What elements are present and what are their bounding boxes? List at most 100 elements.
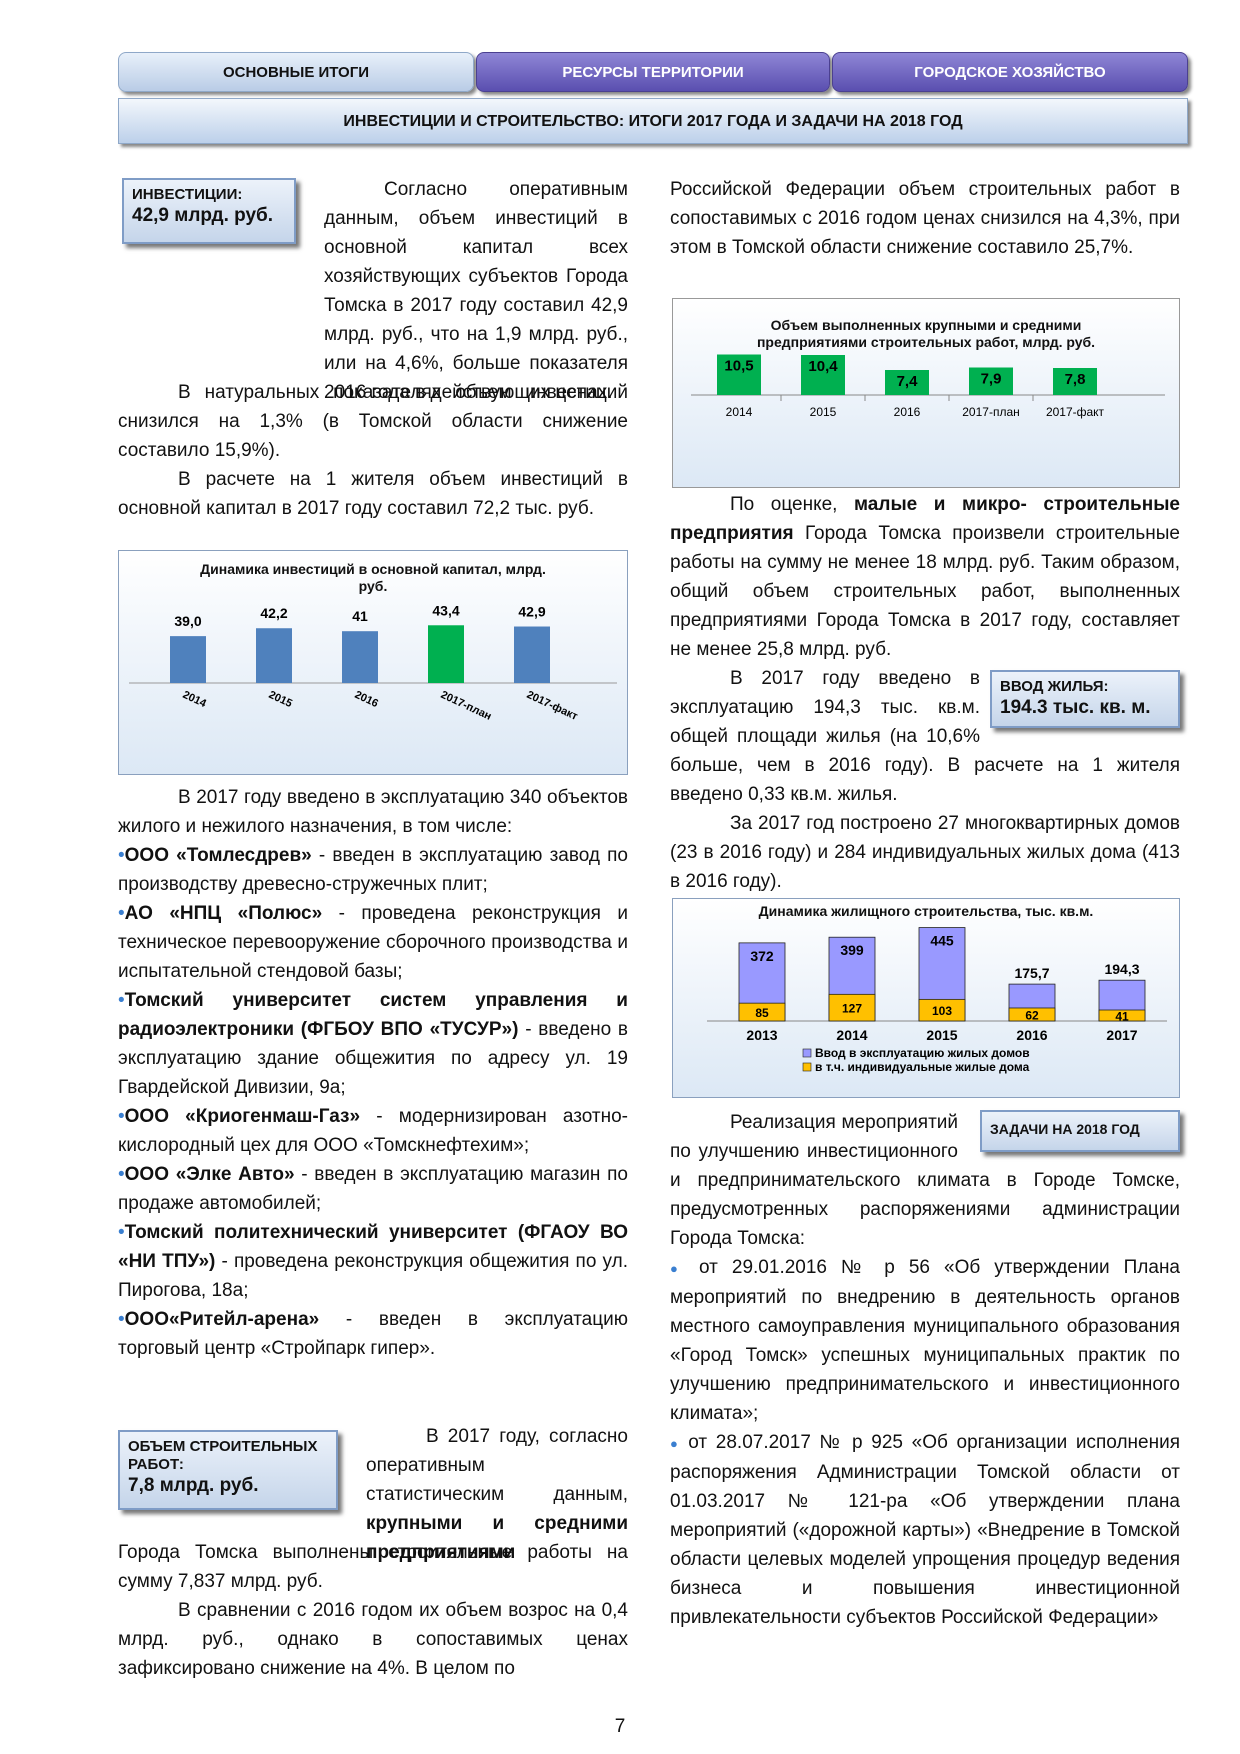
work-volume-value: 7,8 млрд. руб. <box>128 1475 259 1496</box>
tick-label: 2015 <box>926 1027 957 1043</box>
para-small-c: Города Томска произвели строительные раб… <box>670 523 1180 660</box>
left-col-bottom-2: Города Томска выполнены строительные раб… <box>118 1538 628 1683</box>
bar <box>1053 368 1097 395</box>
bar-individual <box>1098 1009 1146 1022</box>
legend-swatch-total <box>802 1048 812 1058</box>
tick-label: 2013 <box>746 1027 777 1043</box>
list-item: •ООО «Томлесдрев» - введен в эксплуатаци… <box>118 841 628 899</box>
legend-label-individual: в т.ч. индивидуальные жилые дома <box>815 1060 1030 1074</box>
data-label-total: 194,3 <box>1104 961 1139 977</box>
data-label: 7,9 <box>981 371 1002 388</box>
list-item: •Томский политехнический университет (ФГ… <box>118 1218 628 1305</box>
tick-label: 2017 <box>1106 1027 1137 1043</box>
bar-individual <box>738 1002 786 1022</box>
housing-box-spacer <box>980 664 1180 748</box>
para-houses: За 2017 год построено 27 многоквартирных… <box>670 813 1180 892</box>
tick-label: 2017-факт <box>1046 405 1105 419</box>
bullet-icon: • <box>118 845 125 866</box>
bullet-icon: • <box>118 1222 125 1243</box>
bar <box>514 626 550 683</box>
org-name: ООО «Криогенмаш-Газ» <box>124 1106 361 1127</box>
data-label: 10,5 <box>724 358 753 375</box>
org-name: ООО «Томлесдрев» <box>124 845 312 866</box>
tick-label: 2015 <box>267 689 294 710</box>
data-label: 7,8 <box>1065 371 1086 388</box>
data-label-individual: 103 <box>932 1004 952 1018</box>
tick-label: 2017-факт <box>525 689 580 723</box>
org-text: - введен в эксплуатацию магазин по прода… <box>118 1164 628 1214</box>
org-name: Томский политехнический университет (ФГА… <box>118 1222 628 1272</box>
list-item: •АО «НПЦ «Полюс» - проведена реконструкц… <box>118 899 628 986</box>
bullet-icon: • <box>118 903 125 924</box>
bar-individual <box>918 998 966 1022</box>
data-label-total: 445 <box>930 933 954 949</box>
tasks-box-label: ЗАДАЧИ НА 2018 ГОД <box>990 1121 1140 1137</box>
list-item: ● от 29.01.2016 № р 56 «Об утверждении П… <box>670 1253 1180 1428</box>
bullet-icon: ● <box>670 1436 689 1451</box>
tab-territory-resources[interactable]: РЕСУРСЫ ТЕРРИТОРИИ <box>476 52 830 92</box>
work-volume-box: ОБЪЕМ СТРОИТЕЛЬНЫХ РАБОТ: 7,8 млрд. руб. <box>118 1430 338 1510</box>
list-item: •ООО «Криогенмаш-Газ» - модернизирован а… <box>118 1102 628 1160</box>
bullet-icon: • <box>118 1309 125 1330</box>
org-name: АО «НПЦ «Полюс» <box>124 903 323 924</box>
org-text: - введен в эксплуатацию торговый центр «… <box>118 1309 628 1359</box>
tick-label: 2016 <box>353 689 380 710</box>
bullet-icon: • <box>118 1164 125 1185</box>
tick-label: 2014 <box>836 1027 867 1043</box>
bar <box>801 355 845 395</box>
bar <box>342 631 378 683</box>
bar-individual <box>1008 1007 1056 1022</box>
tick-label: 2014 <box>726 405 753 419</box>
tasks-box-spacer <box>958 1108 1180 1158</box>
para-invest-3: В расчете на 1 жителя объем инвестиций в… <box>118 469 628 519</box>
para-work-c: Города Томска выполнены строительные раб… <box>118 1542 628 1592</box>
housing-chart: Динамика жилищного строительства, тыс. к… <box>672 898 1180 1098</box>
data-label: 42,9 <box>518 604 545 620</box>
bar <box>969 367 1013 395</box>
data-label-total: 399 <box>840 942 864 958</box>
left-col-bottom: В 2017 году, согласно оперативным статис… <box>118 1422 628 1567</box>
org-text: - введено в эксплуатацию здание общежити… <box>118 1019 628 1098</box>
para-small-a: По оценке, <box>730 494 854 515</box>
tab-main-results[interactable]: ОСНОВНЫЕ ИТОГИ <box>118 52 474 92</box>
data-label: 39,0 <box>174 613 201 629</box>
para-work-a: В 2017 году, согласно оперативным статис… <box>366 1426 628 1505</box>
para-work-cont: Города Томска выполнены строительные раб… <box>118 1538 628 1596</box>
data-label: 10,4 <box>808 358 838 375</box>
bar <box>428 625 464 683</box>
para-invest-1: Согласно оперативным данным, объем инвес… <box>324 179 628 403</box>
tick-label: 2017-план <box>439 689 493 723</box>
housing-box-label: ВВОД ЖИЛЬЯ: <box>1000 678 1109 695</box>
right-col-top: Российской Федерации объем строительных … <box>670 175 1180 262</box>
para-invest-2: В натуральных показателях объем инвестиц… <box>118 382 628 461</box>
para-tasks: Реализация мероприятий по улучшению инве… <box>670 1112 1180 1249</box>
data-label-individual: 41 <box>1115 1010 1129 1024</box>
bar <box>717 354 761 395</box>
bar <box>170 636 206 683</box>
data-label-total: 175,7 <box>1014 965 1049 981</box>
bullet-icon: ● <box>670 1261 699 1276</box>
para-compare: В сравнении с 2016 годом их объем возрос… <box>118 1600 628 1679</box>
tick-label: 2016 <box>894 405 921 419</box>
list-item: •ООО«Ритейл-арена» - введен в эксплуатац… <box>118 1305 628 1363</box>
para-work-b: крупными и средними предприятиями <box>366 1513 628 1563</box>
invest-box-label: ИНВЕСТИЦИИ: <box>132 186 243 203</box>
para-housing: В 2017 году введено в эксплуатацию 194,3… <box>670 668 1180 805</box>
invest-chart: Динамика инвестиций в основной капитал, … <box>118 550 628 775</box>
housing-chart-title: Динамика жилищного строительства, тыс. к… <box>758 903 1094 919</box>
work-chart: Объем выполненных крупными и средними пр… <box>672 298 1180 488</box>
left-col-objects: В 2017 году введено в эксплуатацию 340 о… <box>118 783 628 1363</box>
org-text: - введен в эксплуатацию завод по произво… <box>118 845 628 895</box>
bullet-icon: • <box>118 990 125 1011</box>
housing-chart-plot: 372 85 2013 399 127 2014 445 103 2015 175,7 62 2016… <box>707 927 1167 1074</box>
invest-box: ИНВЕСТИЦИИ: 42,9 млрд. руб. <box>122 178 296 244</box>
invest-chart-plot: 39,0 2014 42,2 2015 41 2016 43,4 2017-план 42,9 2… <box>129 602 617 723</box>
list-item: •Томский университет систем управления и… <box>118 986 628 1102</box>
list-item: •ООО «Элке Авто» - введен в эксплуатацию… <box>118 1160 628 1218</box>
housing-box: ВВОД ЖИЛЬЯ: 194.3 тыс. кв. м. <box>990 670 1180 728</box>
tab-city-economy[interactable]: ГОРОДСКОЕ ХОЗЯЙСТВО <box>832 52 1188 92</box>
left-col-paras: В натуральных показателях объем инвестиц… <box>118 378 628 523</box>
right-col-tasks: Реализация мероприятий по улучшению инве… <box>670 1108 1180 1632</box>
org-name: Томский университет систем управления и … <box>118 990 628 1040</box>
invest-box-value: 42,9 млрд. руб. <box>132 205 274 226</box>
